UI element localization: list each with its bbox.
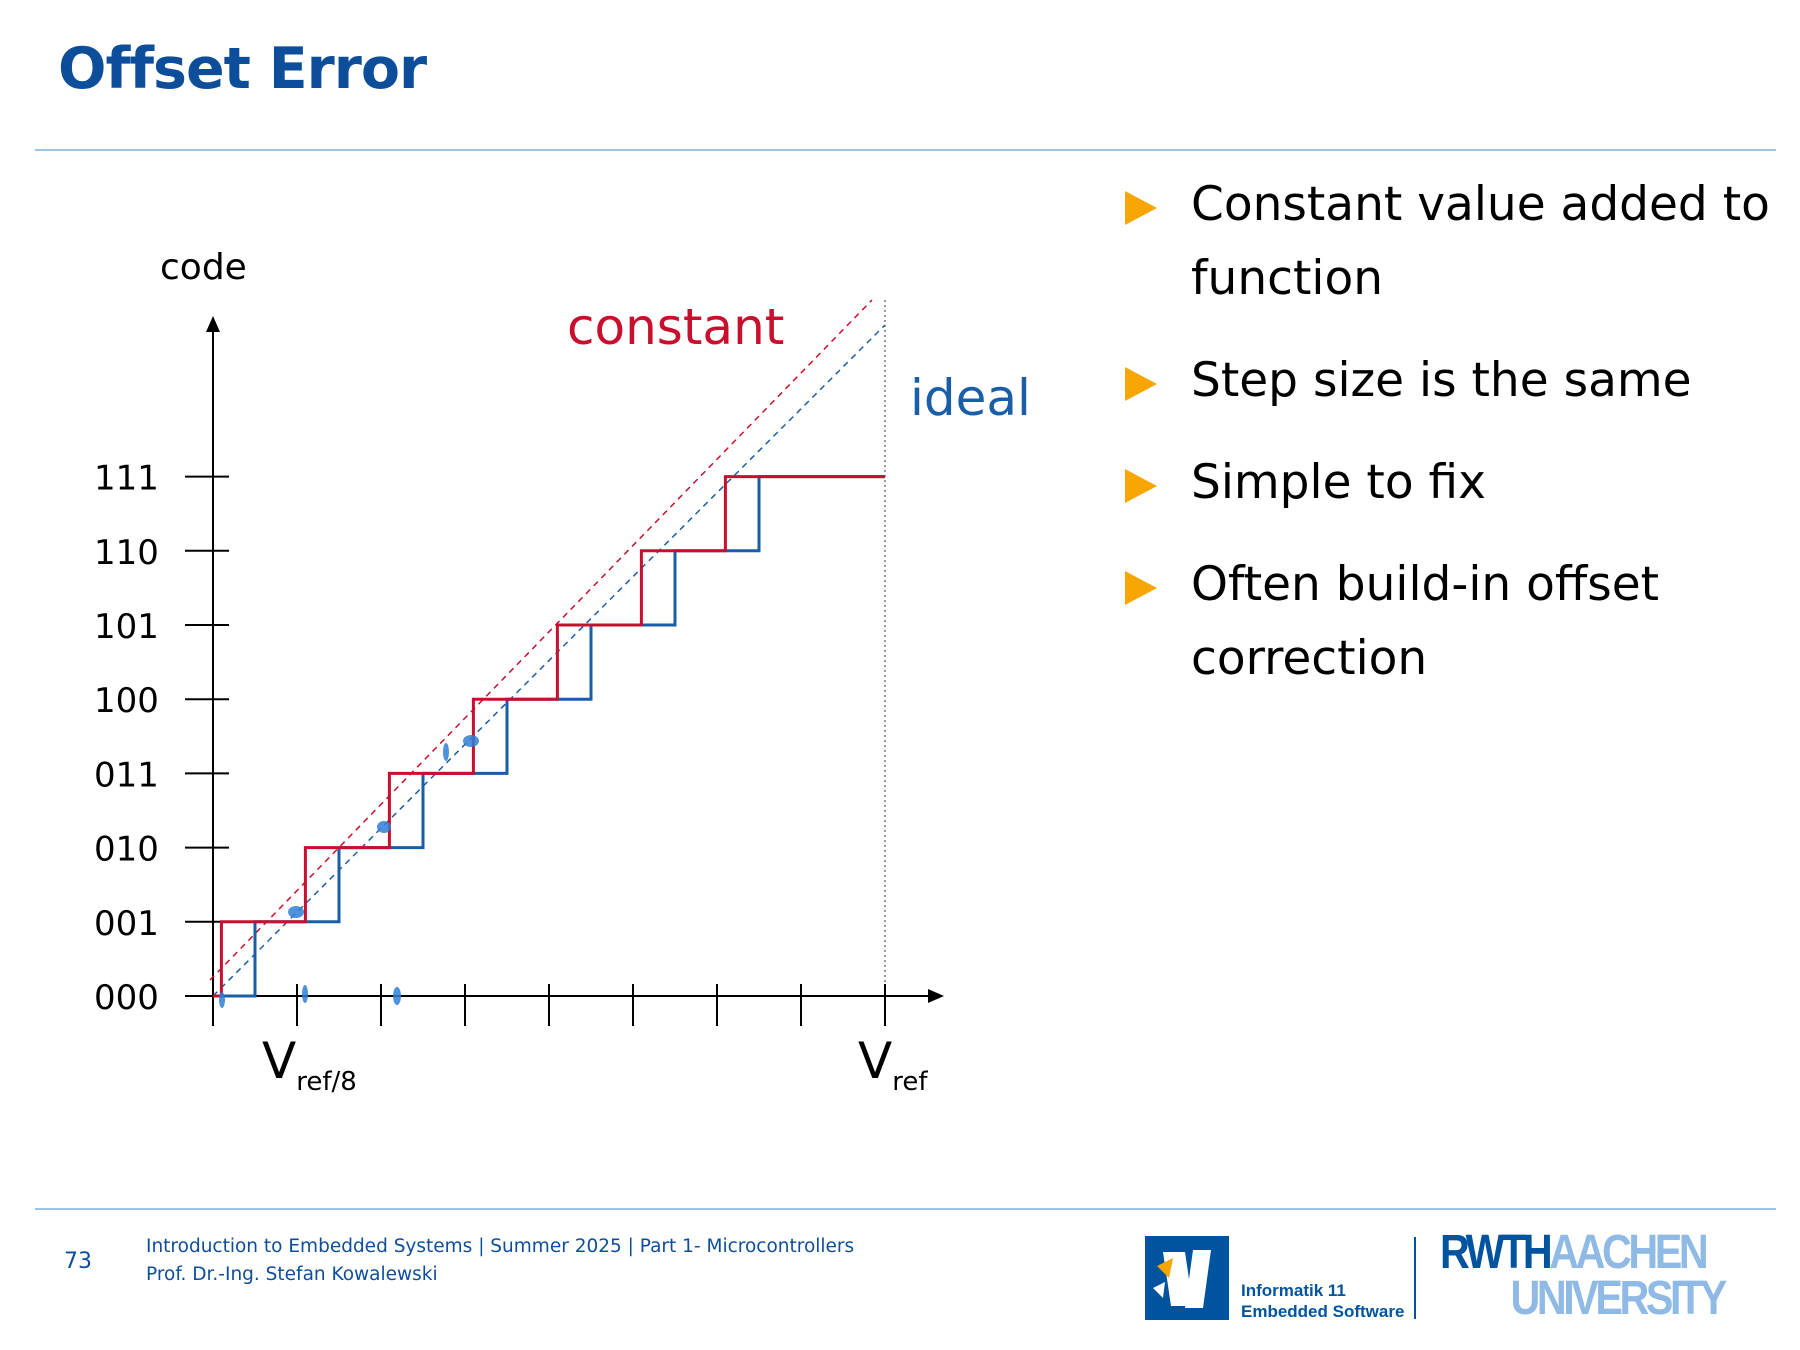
university-word: UNIVERSITY [1510,1272,1728,1325]
aachen-word: AACHEN [1549,1226,1708,1279]
y-ticks [185,475,229,997]
bullet-arrow-icon [1125,367,1157,401]
code-label: 111 [94,459,159,499]
constant-staircase [213,475,885,998]
logo-divider [1414,1237,1416,1319]
code-label: 011 [94,755,159,795]
page-number: 73 [64,1249,92,1274]
institute-line-2: Embedded Software [1241,1302,1405,1321]
bullet-arrow-icon [1125,191,1157,225]
bullet-text: Constant value added to function [1191,177,1770,306]
bullet-item: Simple to fix [1125,446,1775,520]
y-axis-label: code [160,247,247,288]
ink-mark [393,987,401,1005]
bullet-text: Simple to fix [1191,455,1486,510]
institute-name: Informatik 11 Embedded Software [1241,1280,1404,1322]
bullet-text: Often build-in offset correction [1191,557,1660,686]
ink-mark [302,985,308,1003]
ink-mark [377,821,391,833]
constant-diagonal [209,299,873,981]
bullet-arrow-icon [1125,571,1157,605]
rwth-logo: RWTHAACHEN UNIVERSITY [1440,1229,1728,1325]
code-label: 101 [94,607,159,647]
institute-line-1: Informatik 11 [1241,1281,1346,1300]
title-divider [35,149,1776,151]
x-label-vref: Vref [858,1032,928,1097]
footer-divider [35,1208,1776,1210]
bullet-text: Step size is the same [1191,353,1692,408]
bullet-arrow-icon [1125,469,1157,503]
course-line: Introduction to Embedded Systems | Summe… [146,1236,855,1257]
author-line: Prof. Dr.-Ing. Stefan Kowalewski [146,1264,438,1285]
ink-mark [288,906,304,918]
ink-mark [443,743,449,761]
code-label: 000 [94,978,159,1018]
ideal-label: ideal [910,369,1031,427]
bullet-item: Constant value added to function [1125,168,1775,316]
x-ticks [212,984,886,1026]
bullet-item: Often build-in offset correction [1125,548,1775,696]
x-axis-arrowhead [928,989,944,1003]
rwth-word: RWTH [1440,1226,1553,1279]
code-label: 001 [94,904,159,944]
ink-mark [463,735,479,747]
y-axis-arrowhead [206,316,220,332]
slide-title: Offset Error [58,36,427,102]
x-label-vref8: Vref/8 [262,1032,357,1097]
code-label: 100 [94,681,159,721]
code-labels: 000 001 010 011 100 101 110 111 [94,459,159,1018]
informatik11-logo [1145,1236,1229,1320]
ideal-diagonal [212,324,886,997]
handwritten-marks [219,735,479,1008]
ink-mark [219,992,225,1008]
offset-error-diagram: code 000 001 010 011 100 101 110 111 Vref/8 Vre… [94,247,1031,1097]
footer-info: Introduction to Embedded Systems | Summe… [146,1233,854,1289]
code-label: 110 [94,533,159,573]
constant-label: constant [567,298,784,356]
bullet-item: Step size is the same [1125,344,1775,418]
bullet-list: Constant value added to function Step si… [1125,168,1775,724]
ideal-staircase [213,475,885,998]
code-label: 010 [94,830,159,870]
